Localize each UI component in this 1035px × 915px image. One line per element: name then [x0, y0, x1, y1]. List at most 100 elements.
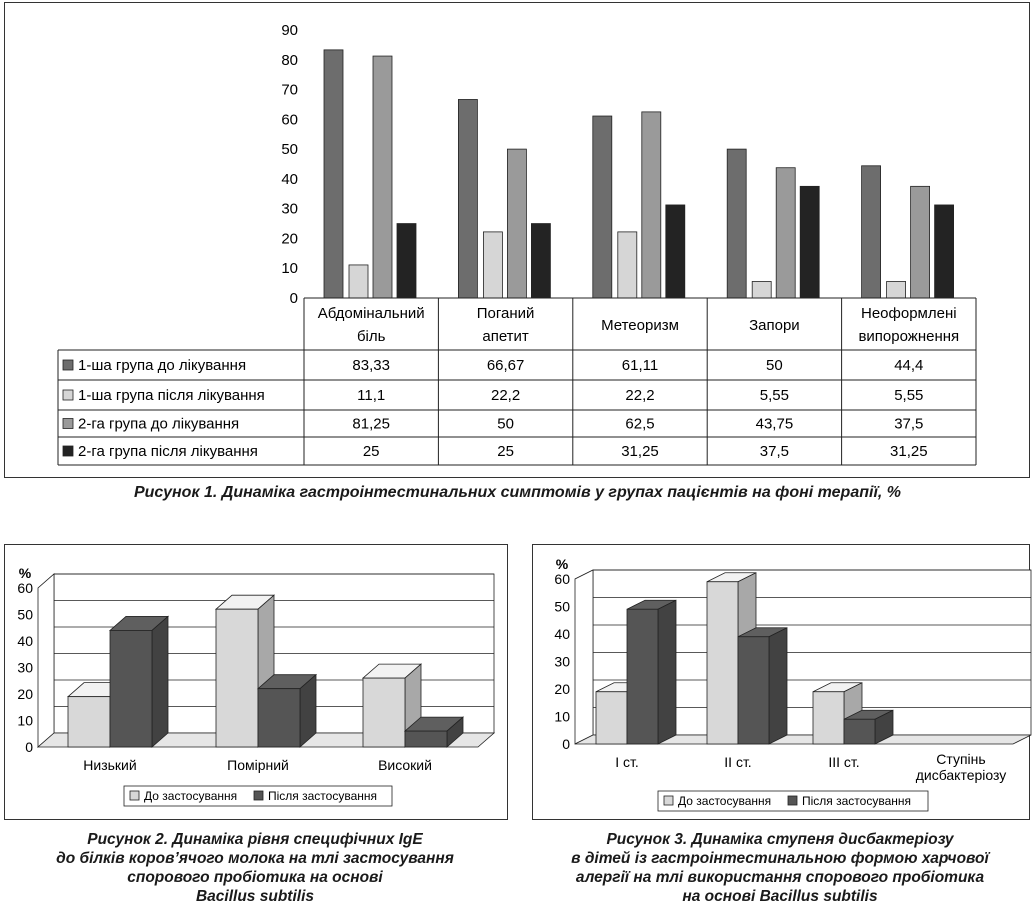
category-label: Метеоризм: [601, 317, 679, 334]
data-cell: 37,5: [760, 443, 789, 460]
y-tick-label: 50: [554, 599, 570, 615]
data-cell: 25: [497, 443, 514, 460]
legend-swatch: [253, 790, 264, 801]
y-tick-label: 10: [17, 713, 33, 729]
y-tick-label: 60: [17, 580, 33, 596]
bar: [706, 581, 739, 745]
figure-3-chart: 0 10 20 30 40 50 60% I ст. II ст. III ст. До засто…: [554, 556, 1032, 812]
legend-label: До застосування: [144, 789, 237, 803]
figure-3-caption-line-4: на основі Bacillus subtilis: [682, 888, 878, 905]
bar: [626, 608, 659, 745]
bar: [372, 55, 393, 299]
y-tick-label: 10: [281, 260, 298, 277]
category-label: Помірний: [227, 757, 289, 773]
category-label: I ст.: [615, 754, 639, 770]
y-tick-label: 50: [17, 607, 33, 623]
bar: [506, 148, 527, 299]
data-cell: 81,25: [352, 416, 390, 433]
side-wall: [37, 573, 55, 748]
legend-label: 1-ша група до лікування: [78, 357, 246, 374]
bar: [843, 718, 876, 745]
legend-label: Після застосування: [268, 789, 377, 803]
legend-swatch: [787, 795, 798, 806]
category-label: випорожнення: [858, 328, 959, 345]
figure-2-caption-line-4: Bacillus subtilis: [195, 888, 314, 905]
bar-side: [768, 627, 788, 745]
y-tick-label: 90: [281, 22, 298, 39]
figure-3-caption-line-2: в дітей із гастроінтестинальною формою х…: [571, 850, 989, 867]
x-axis-label: дисбактеріозу: [916, 767, 1007, 783]
figure-2-caption: Рисунок 2. Динаміка рівня специфічних Ig…: [0, 830, 510, 906]
data-cell: 66,67: [487, 357, 525, 374]
category-label: Запори: [749, 317, 800, 334]
legend-swatch: [62, 359, 74, 371]
legend-swatch: [129, 790, 140, 801]
bar: [257, 688, 301, 748]
category-label: Абдомінальний: [318, 305, 425, 322]
y-tick-label: 20: [554, 681, 570, 697]
data-cell: 31,25: [890, 443, 928, 460]
bar-side: [151, 615, 169, 748]
bar: [323, 49, 344, 299]
figure-1-caption: Рисунок 1. Динаміка гастроінтестинальних…: [133, 484, 902, 501]
legend-swatch: [62, 418, 74, 429]
figure-2-caption-line-2: до білків коров’ячого молока на тлі заст…: [56, 850, 454, 867]
figure-2-caption-line-3: спорового пробіотика на основі: [127, 869, 383, 886]
legend-swatch: [663, 795, 674, 806]
y-tick-label: 0: [290, 290, 298, 307]
data-cell: 37,5: [894, 416, 923, 433]
y-tick-label: 50: [281, 141, 298, 158]
data-cell: 31,25: [621, 443, 659, 460]
y-tick-label: 60: [281, 111, 298, 128]
y-tick-label: 20: [17, 686, 33, 702]
y-tick-label: 80: [281, 52, 298, 69]
data-cell: 22,2: [491, 387, 520, 404]
data-cell: 50: [497, 416, 514, 433]
y-tick-label: 40: [17, 633, 33, 649]
category-label: Поганий: [477, 305, 535, 322]
bar: [737, 636, 770, 745]
bar: [910, 185, 930, 299]
data-cell: 62,5: [625, 416, 654, 433]
bar: [109, 630, 153, 748]
side-wall: [574, 569, 594, 745]
category-label: Неоформлені: [861, 305, 957, 322]
data-cell: 11,1: [357, 387, 385, 404]
bar: [595, 691, 628, 745]
data-cell: 50: [766, 357, 783, 374]
y-tick-label: 0: [562, 736, 570, 752]
y-tick-label: 10: [554, 709, 570, 725]
data-cell: 83,33: [352, 357, 390, 374]
data-cell: 25: [363, 443, 380, 460]
bar: [362, 677, 406, 748]
category-label: біль: [357, 328, 386, 345]
y-tick-label: 60: [554, 571, 570, 587]
y-tick-label: 40: [554, 626, 570, 642]
figure-2-chart: 0 10 20 30 40 50 60% Низький Помірний Високий До з…: [17, 565, 496, 807]
legend-label: 1-ша група після лікування: [78, 387, 265, 404]
bar: [665, 204, 686, 299]
data-cell: 5,55: [760, 387, 789, 404]
bar: [726, 148, 747, 299]
y-tick-label: 30: [17, 660, 33, 676]
figure-1-chart: 0 10 20 30 40 50 60 70 80 90 Абдомінальний біль Пога…: [57, 22, 977, 466]
bar: [404, 730, 448, 748]
category-label: апетит: [482, 328, 529, 345]
bar: [457, 99, 478, 299]
legend-swatch: [62, 389, 74, 401]
y-tick-label: 70: [281, 82, 298, 99]
bar: [775, 167, 796, 299]
y-tick-label: 0: [25, 739, 33, 755]
y-tick-label: 30: [281, 201, 298, 218]
x-axis-label: Ступінь: [936, 751, 985, 767]
legend-swatch: [62, 445, 74, 457]
data-cell: 22,2: [625, 387, 654, 404]
bar-side: [657, 599, 677, 745]
legend-label: До застосування: [678, 794, 771, 808]
figure-2-frame: [4, 544, 508, 820]
data-cell: 44,4: [894, 357, 923, 374]
bar: [934, 204, 954, 299]
figure-1-frame: [4, 2, 1030, 478]
bar: [751, 281, 772, 299]
y-tick-label: 30: [554, 654, 570, 670]
